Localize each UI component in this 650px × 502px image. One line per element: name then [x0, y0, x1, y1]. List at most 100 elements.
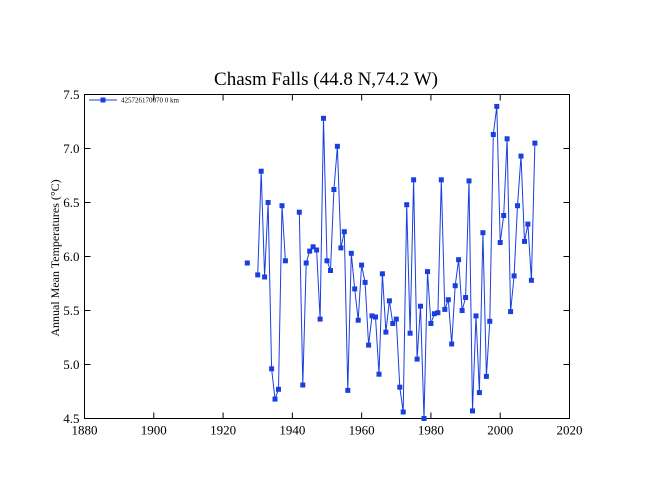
data-point	[359, 262, 365, 268]
data-point	[411, 177, 417, 183]
y-tick-label: 7.0	[63, 141, 79, 156]
x-tick-label: 1880	[72, 423, 98, 438]
data-point	[393, 316, 399, 322]
y-tick-label: 5.5	[63, 303, 79, 318]
data-point	[355, 317, 361, 323]
x-tick-label: 2020	[557, 423, 583, 438]
data-point	[317, 316, 323, 322]
data-point	[418, 303, 423, 309]
data-point	[321, 115, 326, 121]
data-point	[386, 298, 392, 304]
series-layer	[244, 103, 538, 421]
data-point	[366, 342, 372, 348]
data-point	[508, 309, 514, 315]
chart-title: Chasm Falls (44.8 N,74.2 W)	[214, 69, 438, 90]
data-point	[525, 221, 531, 227]
data-point	[504, 136, 510, 142]
data-point	[428, 321, 434, 326]
data-point	[435, 310, 441, 316]
data-point	[463, 295, 469, 300]
axis-ticks: 1880 1900 1920 1940 1960 1980 2000 2020 4.5 5.0 5.…	[63, 87, 582, 438]
data-point	[244, 260, 250, 266]
data-point	[397, 384, 403, 390]
data-point	[379, 271, 385, 277]
data-point	[532, 140, 538, 146]
data-point	[438, 177, 444, 183]
data-point	[265, 200, 271, 205]
y-axis-label: Annual Mean Temperatures (°C)	[48, 179, 62, 336]
data-point	[341, 229, 347, 235]
data-point	[476, 390, 482, 396]
data-point	[282, 258, 288, 264]
data-point	[421, 416, 427, 421]
data-point	[262, 274, 268, 280]
data-point	[373, 314, 378, 320]
data-point	[307, 248, 313, 254]
x-tick-label: 1980	[418, 423, 444, 438]
data-point	[494, 103, 500, 109]
data-point	[480, 230, 486, 236]
data-point	[338, 245, 344, 251]
data-point	[328, 268, 333, 273]
data-point	[310, 244, 316, 250]
data-point	[303, 260, 309, 266]
data-point	[407, 330, 413, 336]
data-point	[518, 153, 524, 159]
data-point	[352, 286, 358, 292]
data-point	[442, 306, 448, 312]
data-point	[483, 373, 489, 379]
data-point	[414, 356, 420, 362]
series-line	[298, 106, 536, 419]
data-point	[376, 371, 382, 377]
data-point	[362, 279, 368, 285]
x-tick-label: 1960	[349, 423, 375, 438]
data-point	[324, 258, 330, 264]
data-point	[425, 269, 430, 275]
y-tick-label: 4.5	[63, 411, 79, 426]
data-point	[272, 396, 278, 402]
data-point	[345, 387, 351, 393]
data-point	[470, 408, 475, 414]
data-point	[255, 272, 261, 278]
legend-marker	[100, 97, 106, 103]
data-point	[269, 366, 275, 372]
y-tick-label: 6.5	[63, 195, 79, 210]
data-point	[528, 277, 534, 283]
data-point	[296, 209, 302, 215]
x-tick-label: 2000	[487, 423, 513, 438]
data-point	[348, 250, 354, 256]
data-point	[390, 321, 396, 326]
data-point	[369, 313, 375, 319]
data-point	[300, 382, 306, 388]
data-point	[522, 238, 527, 244]
data-point	[449, 341, 455, 347]
data-point	[383, 329, 389, 335]
data-point	[456, 257, 462, 263]
data-point	[431, 311, 437, 317]
data-point	[511, 273, 517, 279]
data-point	[445, 297, 451, 303]
data-point	[331, 187, 337, 192]
data-point	[473, 313, 479, 319]
data-point	[258, 168, 264, 174]
x-tick-label: 1920	[210, 423, 236, 438]
data-point	[400, 409, 406, 415]
y-tick-label: 5.0	[63, 357, 79, 372]
y-tick-label: 6.0	[63, 249, 79, 264]
data-point	[314, 247, 320, 253]
x-tick-label: 1940	[279, 423, 305, 438]
data-point	[497, 240, 503, 245]
data-point	[501, 213, 507, 218]
data-point	[466, 178, 472, 184]
y-tick-label: 7.5	[63, 87, 79, 102]
data-point	[334, 143, 340, 149]
data-point	[279, 203, 285, 209]
data-point	[515, 203, 520, 209]
data-point	[490, 132, 496, 137]
data-point	[459, 308, 465, 313]
data-point	[276, 386, 281, 392]
data-point	[404, 202, 410, 208]
x-tick-label: 1900	[141, 423, 167, 438]
data-point	[487, 318, 493, 324]
